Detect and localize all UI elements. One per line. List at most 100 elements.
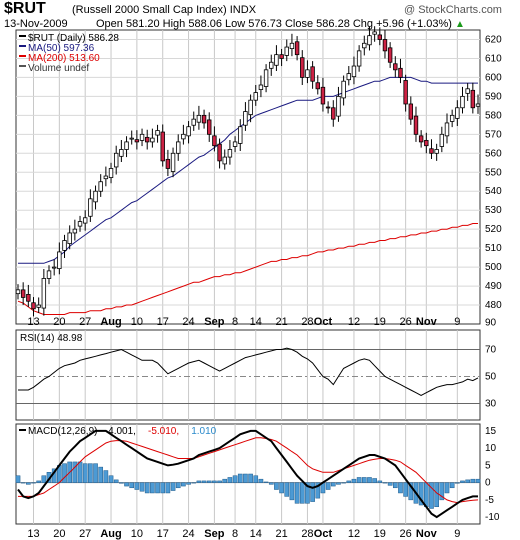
rsi-tick-label: 50: [485, 372, 497, 383]
candle-down: [26, 294, 31, 302]
macd-histogram-bar: [88, 463, 93, 483]
x-tick-label-top: 8: [232, 316, 238, 328]
brand-watermark: @ StockCharts.com: [404, 4, 502, 16]
candle-up: [372, 31, 377, 35]
x-tick-label-top: 27: [79, 316, 91, 328]
candle-up: [103, 175, 109, 180]
price-tick-label: 570: [485, 129, 502, 140]
x-tick-label-bottom: 20: [53, 528, 65, 540]
macd-histogram-bar: [439, 482, 445, 501]
macd-histogram-bar: [289, 482, 295, 501]
candle-down: [424, 139, 429, 147]
x-tick-label-top: Nov: [416, 316, 438, 328]
exchange-label: INDX: [229, 4, 257, 16]
candle-up: [181, 133, 186, 140]
rsi-legend-label: RSI(14) 48.98: [20, 333, 83, 344]
candle-down: [377, 34, 383, 40]
macd-histogram-bar: [455, 482, 460, 484]
candle-down: [429, 148, 434, 154]
candle-up: [98, 181, 103, 192]
price-tick-label: 580: [485, 110, 502, 121]
macd-histogram-bar: [248, 473, 253, 483]
macd-histogram-bar: [470, 478, 476, 483]
macd-signal-line: [18, 437, 479, 504]
macd-histogram-bar: [108, 475, 114, 483]
x-tick-label-top: 19: [374, 316, 386, 328]
price-tick-label: 620: [485, 34, 502, 45]
candle-down: [145, 136, 150, 143]
price-tick-label: 530: [485, 205, 502, 216]
x-tick-label-top: 28: [301, 316, 313, 328]
x-tick-label-bottom: 17: [157, 528, 169, 540]
macd-histogram-bar: [191, 482, 197, 484]
candle-up: [248, 99, 253, 115]
candle-down: [134, 139, 140, 143]
candle-up: [108, 168, 114, 178]
x-tick-label-top: 9: [454, 316, 460, 328]
macd-histogram-bar: [403, 482, 408, 497]
macd-histogram-bar: [372, 478, 377, 483]
macd-histogram-bar: [294, 482, 300, 504]
x-tick-label-top: 12: [348, 316, 360, 328]
candle-up: [263, 69, 269, 87]
candle-up: [186, 126, 191, 137]
price-tick-label: 540: [485, 186, 502, 197]
candle-down: [403, 80, 408, 105]
price-tick-label: 610: [485, 53, 502, 64]
macd-legend-part: MACD(12,26,9): [28, 426, 97, 437]
candle-up: [124, 141, 129, 150]
macd-tick-label: 0: [485, 478, 491, 489]
candle-up: [222, 156, 227, 165]
candle-up: [191, 118, 196, 126]
price-tick-label: 590: [485, 91, 502, 102]
macd-histogram-bar: [253, 475, 259, 483]
x-tick-label-top: 24: [182, 316, 194, 328]
macd-histogram-bar: [124, 482, 129, 487]
macd-histogram-bar: [423, 482, 429, 508]
quote-date: 13-Nov-2009: [4, 18, 68, 30]
macd-histogram-bar: [263, 481, 269, 483]
candle-up: [253, 92, 258, 101]
candle-up: [36, 304, 41, 308]
macd-histogram-bar: [181, 482, 186, 487]
macd-histogram-bar: [279, 482, 284, 494]
macd-legend-swatch: [19, 429, 26, 431]
x-tick-label-bottom: 14: [250, 528, 262, 540]
macd-panel-frame: [15, 423, 481, 525]
macd-histogram-bar: [346, 480, 352, 483]
price-tick-label: 600: [485, 72, 502, 83]
macd-histogram-bar: [449, 482, 455, 489]
x-tick-label-bottom: Nov: [416, 528, 438, 540]
candle-down: [331, 107, 336, 120]
candle-up: [460, 95, 465, 109]
macd-histogram-bar: [398, 482, 403, 494]
change-up-icon: ▲: [455, 19, 465, 30]
x-tick-label-top: Oct: [314, 316, 333, 328]
candle-down: [413, 115, 419, 135]
candle-up: [346, 73, 351, 81]
macd-histogram-bar: [408, 482, 414, 501]
x-tick-label-top: 20: [53, 316, 65, 328]
candle-down: [207, 119, 212, 135]
macd-histogram-bar: [26, 482, 31, 485]
candle-up: [15, 289, 21, 295]
candle-down: [279, 54, 284, 59]
candle-down: [165, 158, 171, 169]
macd-histogram-bar: [361, 477, 367, 483]
candle-down: [310, 66, 315, 82]
price-tick-label: 550: [485, 167, 502, 178]
candle-up: [444, 122, 450, 137]
macd-histogram-bar: [315, 482, 321, 499]
rsi-tick-label: 90: [485, 318, 497, 329]
macd-histogram-bar: [20, 482, 26, 484]
macd-legend-part: -4.001,: [105, 426, 136, 437]
candle-down: [212, 135, 217, 147]
candle-down: [393, 63, 398, 71]
macd-histogram-bar: [310, 482, 315, 502]
macd-histogram-bar: [212, 480, 217, 483]
price-tick-label: 520: [485, 224, 502, 235]
candle-up: [475, 103, 481, 107]
x-tick-label-bottom: 12: [348, 528, 360, 540]
macd-histogram-bar: [196, 480, 202, 483]
price-panel-frame: [15, 29, 481, 325]
